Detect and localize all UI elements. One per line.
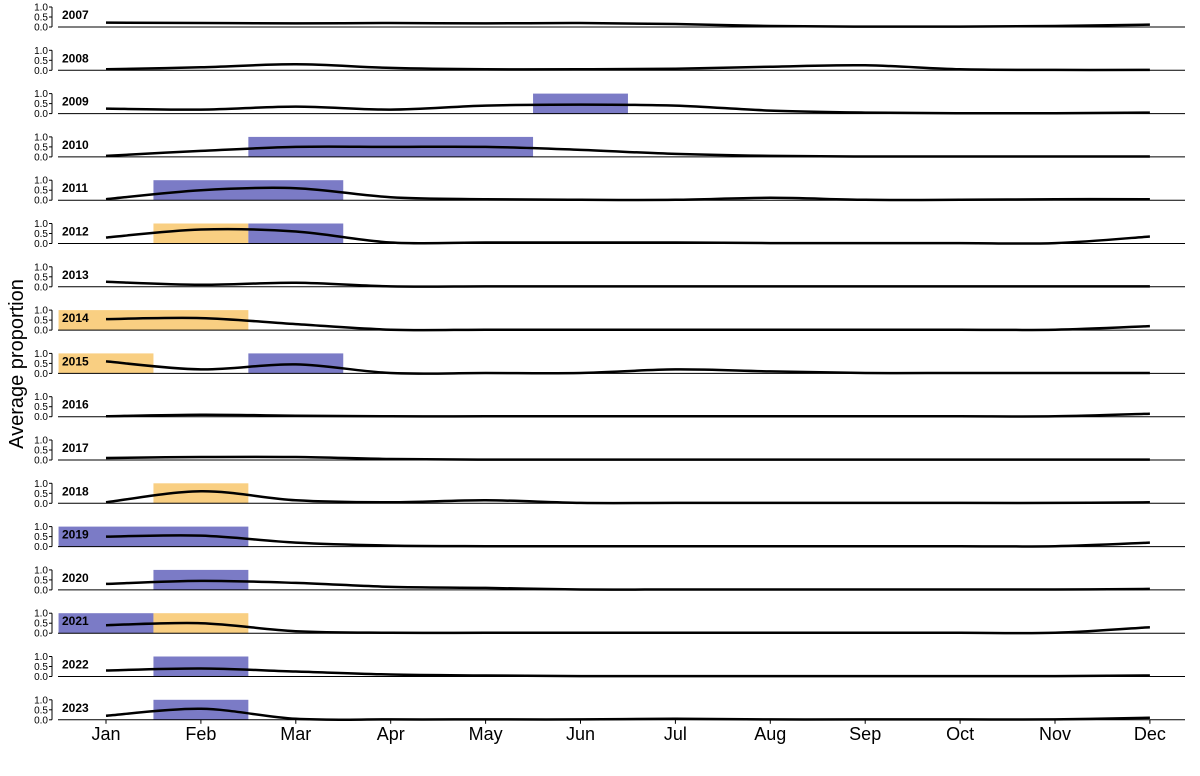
year-label: 2015: [62, 354, 89, 368]
year-label: 2021: [62, 614, 89, 628]
y-tick-label: 0.0: [34, 369, 48, 380]
series-line-2016: [106, 414, 1150, 417]
x-tick-label-feb: Feb: [185, 724, 216, 744]
y-tick-label: 0.0: [34, 152, 48, 163]
y-tick-label: 0.0: [34, 23, 48, 34]
year-label: 2022: [62, 658, 89, 672]
series-line-2023: [106, 709, 1150, 720]
year-panel-2011: 1.00.50.0 2011: [34, 176, 1185, 207]
year-label: 2016: [62, 398, 89, 412]
x-tick-label-oct: Oct: [946, 724, 974, 744]
series-line-2020: [106, 581, 1150, 590]
year-panel-2007: 1.00.50.0 2007: [34, 3, 1185, 34]
y-tick-label: 0.0: [34, 66, 48, 77]
series-line-2022: [106, 668, 1150, 676]
year-label: 2012: [62, 225, 89, 239]
year-panels: 1.00.50.020071.00.50.020081.00.50.020091…: [34, 3, 1185, 727]
highlight-blue: [153, 657, 248, 677]
x-tick-label-dec: Dec: [1134, 724, 1166, 744]
y-tick-label: 0.0: [34, 326, 48, 337]
y-tick-label: 0.0: [34, 239, 48, 250]
year-label: 2008: [62, 51, 89, 65]
x-tick-label-mar: Mar: [280, 724, 311, 744]
year-panel-2020: 1.00.50.0 2020: [34, 565, 1185, 596]
x-tick-label-sep: Sep: [849, 724, 881, 744]
x-tick-label-apr: Apr: [377, 724, 405, 744]
highlight-orange: [153, 224, 248, 244]
year-panel-2012: 1.00.50.0 2012: [34, 219, 1185, 250]
x-tick-label-jul: Jul: [664, 724, 687, 744]
series-line-2013: [106, 282, 1150, 287]
x-tick-label-jan: Jan: [91, 724, 120, 744]
series-line-2017: [106, 457, 1150, 460]
y-tick-label: 0.0: [34, 629, 48, 640]
x-axis: Jan Feb Mar Apr May Jun Jul Aug Sep Oct Nov Dec: [91, 720, 1165, 744]
year-label: 2023: [62, 701, 89, 715]
x-tick-label-may: May: [469, 724, 503, 744]
x-tick-label-nov: Nov: [1039, 724, 1071, 744]
year-label: 2019: [62, 528, 89, 542]
year-panel-2014: 1.00.50.02014: [34, 306, 1185, 337]
x-tick-label-aug: Aug: [754, 724, 786, 744]
year-panel-2016: 1.00.50.02016: [34, 392, 1185, 423]
y-axis-label: Average proportion: [6, 279, 28, 449]
series-line-2014: [106, 318, 1150, 330]
year-label: 2010: [62, 138, 89, 152]
x-tick-label-jun: Jun: [566, 724, 595, 744]
highlight-blue: [248, 224, 343, 244]
series-line-2021: [106, 623, 1150, 633]
y-tick-label: 0.0: [34, 715, 48, 726]
y-tick-label: 0.0: [34, 412, 48, 423]
y-tick-label: 0.0: [34, 282, 48, 293]
year-label: 2018: [62, 484, 89, 498]
series-line-2018: [106, 491, 1150, 503]
year-panel-2017: 1.00.50.0 2017: [34, 436, 1185, 467]
series-line-2007: [106, 23, 1150, 27]
year-panel-2010: 1.00.50.0 2010: [34, 132, 1185, 163]
year-panel-2009: 1.00.50.02009: [34, 89, 1185, 120]
series-line-2019: [106, 535, 1150, 546]
year-panel-2015: 1.00.50.02015: [34, 349, 1185, 380]
y-tick-label: 0.0: [34, 499, 48, 510]
year-panel-2008: 1.00.50.0 2008: [34, 46, 1185, 77]
year-panel-2022: 1.00.50.02022: [34, 652, 1185, 683]
y-tick-label: 0.0: [34, 456, 48, 467]
year-label: 2009: [62, 95, 89, 109]
year-label: 2017: [62, 441, 89, 455]
series-line-2008: [106, 64, 1150, 70]
y-tick-label: 0.0: [34, 585, 48, 596]
year-panel-2018: 1.00.50.0 2018: [34, 479, 1185, 510]
y-tick-label: 0.0: [34, 109, 48, 120]
y-tick-label: 0.0: [34, 196, 48, 207]
year-panel-2013: 1.00.50.0 2013: [34, 262, 1185, 293]
year-panel-2019: 1.00.50.0 2019: [34, 522, 1185, 553]
year-label: 2007: [62, 8, 89, 22]
year-label: 2011: [62, 181, 88, 195]
y-tick-label: 0.0: [34, 672, 48, 683]
y-tick-label: 0.0: [34, 542, 48, 553]
year-label: 2020: [62, 571, 89, 585]
year-label: 2013: [62, 268, 89, 282]
year-panel-2021: 1.00.50.0 2021: [34, 609, 1185, 640]
year-label: 2014: [62, 311, 89, 325]
year-panel-2023: 1.00.50.0 2023: [34, 695, 1185, 726]
